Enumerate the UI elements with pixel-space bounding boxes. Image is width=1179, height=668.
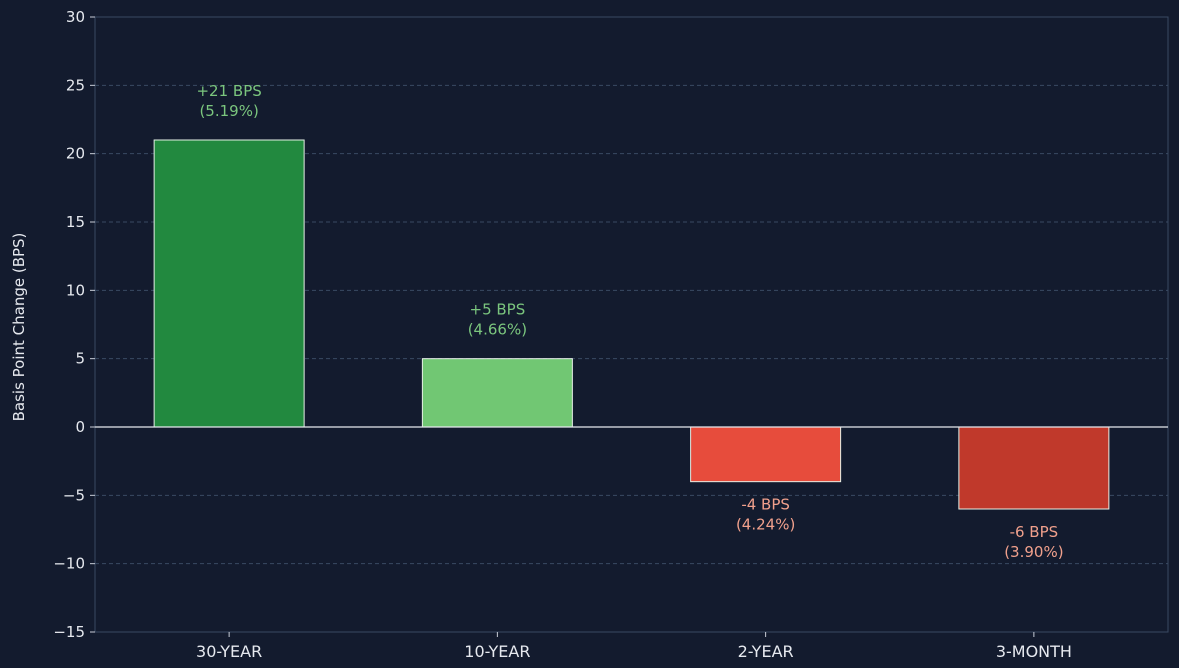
data-label-value: -4 BPS bbox=[741, 496, 790, 514]
y-tick-label: 5 bbox=[75, 350, 85, 368]
y-tick-label: 20 bbox=[66, 145, 85, 163]
y-tick-label: 10 bbox=[66, 281, 85, 299]
x-tick-label: 10-YEAR bbox=[464, 642, 530, 661]
y-tick-label: 25 bbox=[66, 76, 85, 94]
data-label-value: -6 BPS bbox=[1010, 523, 1059, 541]
bar bbox=[690, 426, 842, 483]
y-tick-label: 15 bbox=[66, 213, 85, 231]
bar bbox=[153, 139, 305, 428]
data-label-rate: (4.66%) bbox=[468, 321, 527, 339]
y-tick-label: 0 bbox=[75, 418, 85, 436]
data-label-value: +21 BPS bbox=[196, 82, 261, 100]
axis-layer: −15 −10 −5 0 5 10 15 20 25 30 30-YEAR 10-YEAR 2-YEAR… bbox=[53, 8, 1169, 661]
x-tick-label: 3-MONTH bbox=[996, 642, 1072, 661]
label-layer: +21 BPS (5.19%) +5 BPS (4.66%) -4 BPS (4.24%)… bbox=[196, 82, 1063, 561]
data-label-rate: (5.19%) bbox=[199, 102, 258, 120]
x-tick-label: 2-YEAR bbox=[738, 642, 794, 661]
y-tick-label: −5 bbox=[63, 486, 85, 504]
bar bbox=[421, 358, 573, 428]
data-label-rate: (4.24%) bbox=[736, 516, 795, 534]
x-tick-label: 30-YEAR bbox=[196, 642, 262, 661]
y-tick-label: −15 bbox=[53, 623, 85, 641]
y-tick-label: 30 bbox=[66, 8, 85, 26]
data-label-rate: (3.90%) bbox=[1004, 543, 1063, 561]
data-label-value: +5 BPS bbox=[470, 301, 526, 319]
y-tick-label: −10 bbox=[53, 555, 85, 573]
plot-frame bbox=[94, 16, 1169, 633]
y-axis-title: Basis Point Change (BPS) bbox=[10, 233, 28, 422]
bar bbox=[958, 426, 1110, 510]
